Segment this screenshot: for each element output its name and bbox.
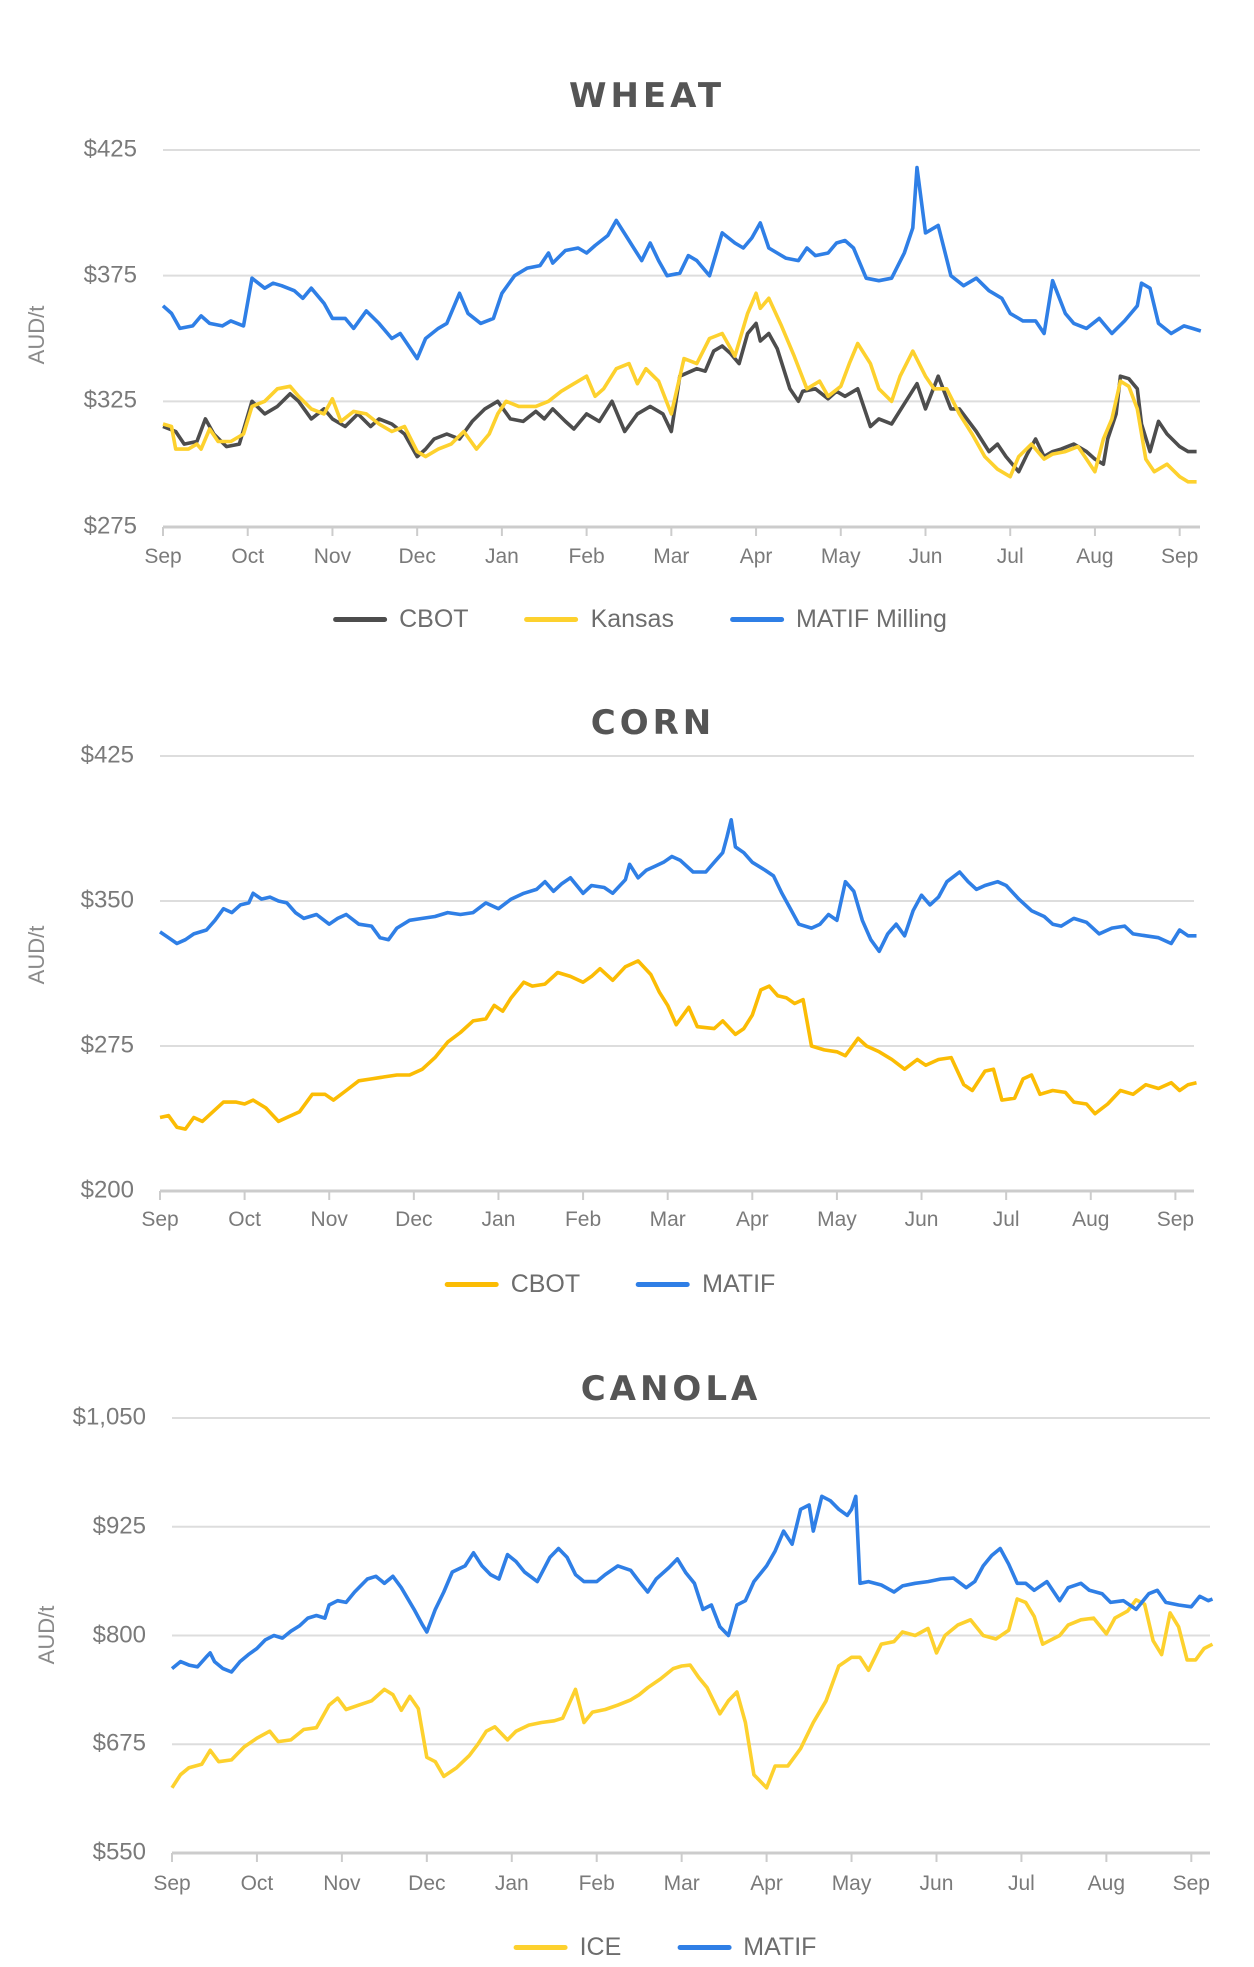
x-tick-label: Sep xyxy=(1156,1208,1195,1231)
chart-title: CANOLA xyxy=(580,1369,762,1409)
x-tick-label: Feb xyxy=(578,1872,615,1895)
x-tick-label: Sep xyxy=(141,1208,179,1231)
legend-label: CBOT xyxy=(510,1270,581,1298)
series-line-matif xyxy=(158,817,1197,954)
legend-item-matif[interactable]: MATIF xyxy=(636,1270,775,1299)
series-line-matif xyxy=(170,1494,1214,1674)
y-tick-label: $800 xyxy=(92,1620,146,1648)
x-tick-label: Dec xyxy=(398,545,436,568)
x-tick-label: Jan xyxy=(484,545,519,568)
x-tick-label: Mar xyxy=(653,545,690,568)
y-tick-label: $275 xyxy=(80,1031,134,1059)
x-tick-label: Sep xyxy=(1160,545,1199,568)
y-tick-label: $1,050 xyxy=(72,1403,146,1431)
legend-line-icon xyxy=(677,1945,732,1950)
x-tick-label: Oct xyxy=(231,545,265,568)
y-tick-label: $375 xyxy=(83,261,137,289)
x-tick-label: Aug xyxy=(1072,1208,1110,1231)
x-tick-label: Dec xyxy=(395,1208,433,1231)
legend-label: MATIF xyxy=(702,1270,776,1298)
series-line-matif-milling xyxy=(161,165,1202,361)
x-tick-label: Dec xyxy=(408,1872,446,1895)
chart-title: CORN xyxy=(590,703,716,743)
x-tick-label: Jan xyxy=(481,1208,516,1231)
legend-label: ICE xyxy=(579,1933,622,1961)
legend-item-matif[interactable]: MATIF xyxy=(677,1933,816,1962)
x-tick-label: May xyxy=(820,545,861,568)
x-tick-label: Jan xyxy=(494,1872,529,1895)
x-tick-label: Nov xyxy=(323,1872,361,1895)
x-tick-label: Feb xyxy=(568,545,605,568)
x-tick-label: Oct xyxy=(228,1208,261,1231)
y-tick-label: $425 xyxy=(83,135,137,163)
legend-line-icon xyxy=(729,617,784,622)
legend-item-cbot[interactable]: CBOT xyxy=(333,605,469,634)
x-tick-label: Jul xyxy=(1007,1872,1035,1895)
legend-item-kansas[interactable]: Kansas xyxy=(524,605,674,634)
y-tick-label: $550 xyxy=(92,1838,146,1866)
x-tick-label: Feb xyxy=(564,1208,602,1231)
legend-line-icon xyxy=(444,1282,499,1287)
y-tick-label: $200 xyxy=(80,1176,134,1204)
series-line-cbot xyxy=(159,959,1197,1131)
x-tick-label: Apr xyxy=(750,1872,783,1895)
chart-title: WHEAT xyxy=(568,76,726,116)
legend-item-ice[interactable]: ICE xyxy=(513,1933,622,1962)
x-tick-label: Sep xyxy=(153,1872,191,1895)
legend-label: MATIF xyxy=(743,1933,817,1961)
series-line-cbot xyxy=(162,321,1197,474)
x-tick-label: Mar xyxy=(649,1208,686,1231)
y-tick-label: $275 xyxy=(83,512,137,540)
series-line-kansas xyxy=(162,291,1197,484)
legend-label: CBOT xyxy=(399,605,469,633)
legend-item-cbot[interactable]: CBOT xyxy=(444,1270,581,1299)
x-tick-label: Jul xyxy=(996,545,1024,568)
x-tick-label: Jun xyxy=(904,1208,939,1231)
legend-label: Kansas xyxy=(590,605,674,633)
x-tick-label: Apr xyxy=(735,1208,769,1231)
x-tick-label: Jun xyxy=(919,1872,954,1895)
legend: ICE MATIF xyxy=(486,1933,845,1962)
x-tick-label: Apr xyxy=(739,545,773,568)
y-tick-label: $350 xyxy=(80,886,134,914)
x-tick-label: Oct xyxy=(240,1872,274,1895)
x-tick-label: May xyxy=(817,1208,857,1231)
legend: CBOT MATIF xyxy=(417,1270,804,1299)
y-tick-label: $925 xyxy=(92,1512,146,1540)
legend: CBOT Kansas MATIF Milling xyxy=(305,605,975,634)
legend-label: MATIF Milling xyxy=(795,605,947,633)
legend-item-matif-milling[interactable]: MATIF Milling xyxy=(729,605,947,634)
y-tick-label: $325 xyxy=(83,386,137,414)
x-tick-label: Nov xyxy=(313,545,352,568)
x-tick-label: May xyxy=(831,1872,872,1895)
x-tick-label: Jun xyxy=(908,545,943,568)
y-tick-label: $425 xyxy=(80,741,134,769)
legend-line-icon xyxy=(513,1945,568,1950)
legend-line-icon xyxy=(333,617,388,622)
y-tick-label: $675 xyxy=(92,1729,146,1757)
series-line-ice xyxy=(170,1597,1214,1790)
x-tick-label: Mar xyxy=(663,1872,700,1895)
legend-line-icon xyxy=(524,617,579,622)
legend-line-icon xyxy=(636,1282,691,1287)
x-tick-label: Aug xyxy=(1076,545,1114,568)
x-tick-label: Sep xyxy=(144,545,182,568)
x-tick-label: Sep xyxy=(1172,1872,1210,1895)
x-tick-label: Aug xyxy=(1087,1872,1126,1895)
x-tick-label: Jul xyxy=(992,1208,1020,1231)
x-tick-label: Nov xyxy=(310,1208,348,1231)
